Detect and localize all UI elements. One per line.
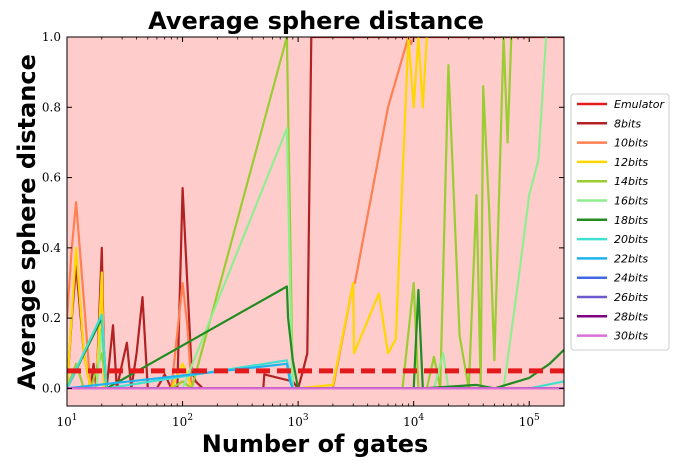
x-axis: 101 102 103 104 105 — [56, 37, 565, 429]
plot-frame — [66, 36, 565, 407]
series-line-10bits — [67, 37, 415, 390]
legend-entry-16bits: 16bits — [577, 195, 648, 208]
y-tick-label: 0.6 — [42, 171, 61, 185]
x-tick-label: 101 — [56, 413, 77, 429]
series-layer — [67, 37, 564, 390]
y-tick-label: 0.2 — [42, 311, 61, 325]
legend-entry-26bits: 26bits — [577, 291, 648, 304]
legend-entry-24bits: 24bits — [577, 272, 648, 285]
legend: Emulator 8bits 10bits 12bits 14bits 16bits 18b… — [570, 93, 670, 351]
legend-label: 30bits — [614, 330, 648, 343]
legend-entry-emulator: Emulator — [577, 98, 665, 111]
legend-label: 26bits — [614, 291, 648, 304]
legend-entry-28bits: 28bits — [577, 310, 648, 323]
x-tick-label: 104 — [403, 413, 424, 429]
chart-title: Average sphere distance — [148, 7, 484, 35]
y-tick-label: 0.0 — [42, 381, 61, 395]
y-tick-label: 1.0 — [42, 30, 61, 44]
x-axis-label: Number of gates — [202, 430, 429, 458]
legend-entry-12bits: 12bits — [577, 156, 648, 169]
y-tick-label: 0.8 — [42, 100, 61, 114]
legend-label: Emulator — [614, 98, 665, 111]
legend-entry-20bits: 20bits — [577, 233, 648, 246]
y-axis-label: Average sphere distance — [13, 54, 41, 390]
y-axis: 0.0 0.2 0.4 0.6 0.8 1.0 — [42, 30, 564, 395]
legend-label: 18bits — [614, 214, 648, 227]
y-tick-label: 0.4 — [42, 241, 61, 255]
legend-entry-18bits: 18bits — [577, 214, 648, 227]
legend-entry-10bits: 10bits — [577, 137, 648, 150]
legend-label: 14bits — [614, 175, 648, 188]
legend-entry-14bits: 14bits — [577, 175, 648, 188]
legend-label: 8bits — [614, 117, 641, 130]
legend-label: 10bits — [614, 137, 648, 150]
legend-box — [570, 93, 670, 351]
legend-label: 22bits — [614, 252, 648, 265]
x-tick-label: 102 — [172, 413, 193, 429]
legend-label: 24bits — [614, 272, 648, 285]
legend-label: 20bits — [614, 233, 648, 246]
legend-label: 16bits — [614, 195, 648, 208]
legend-entry-22bits: 22bits — [577, 252, 648, 265]
legend-label: 28bits — [614, 310, 648, 323]
x-tick-label: 103 — [288, 413, 309, 429]
legend-entry-30bits: 30bits — [577, 330, 648, 343]
legend-entry-8bits: 8bits — [577, 117, 641, 130]
x-tick-label: 105 — [519, 413, 540, 429]
legend-label: 12bits — [614, 156, 648, 169]
